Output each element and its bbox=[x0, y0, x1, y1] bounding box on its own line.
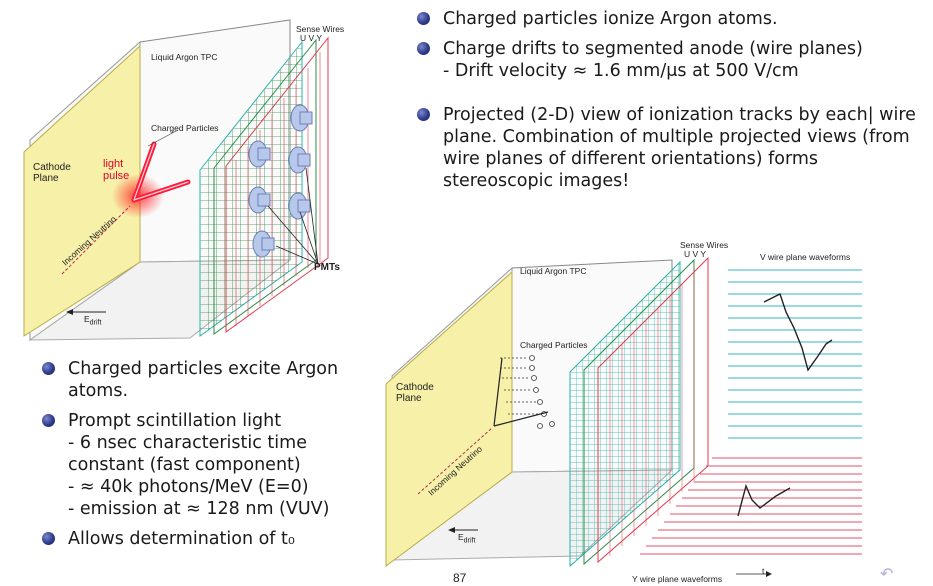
right-edrift-label: Edrift bbox=[458, 532, 475, 545]
right-y-waveforms-label: Y wire plane waveforms bbox=[632, 574, 722, 584]
page-number: 87 bbox=[453, 571, 466, 585]
back-arrow-icon[interactable]: ↶ bbox=[880, 564, 893, 583]
bullet-dot-icon bbox=[417, 108, 430, 121]
bullet-dot-icon bbox=[417, 12, 430, 25]
bullet-excite: Charged particles excite Argon atoms. bbox=[40, 358, 380, 402]
bullet-charge-drift: Charge drifts to segmented anode (wire p… bbox=[415, 38, 925, 82]
left-edrift-label: Edrift bbox=[84, 314, 101, 327]
photons-text: - ≈ 40k photons/MeV (E=0) bbox=[68, 476, 380, 498]
left-tpc-label: Liquid Argon TPC bbox=[151, 52, 217, 62]
bullet-dot-icon bbox=[42, 362, 55, 375]
left-pmts-label: PMTs bbox=[314, 262, 340, 273]
bullet-dot-icon bbox=[42, 414, 55, 427]
left-charged-particles-label: Charged Particles bbox=[151, 123, 219, 133]
bullet-scintillation: Prompt scintillation light - 6 nsec char… bbox=[40, 410, 380, 520]
right-uvy-label: U V Y bbox=[684, 249, 706, 259]
right-v-track bbox=[764, 294, 832, 370]
bullet-projected-view: Projected (2-D) view of ionization track… bbox=[415, 104, 925, 192]
right-charged-particles-label: Charged Particles bbox=[520, 340, 588, 350]
bullet-t0: Allows determination of t₀ bbox=[40, 528, 380, 550]
top-bullet-list: Charged particles ionize Argon atoms. Ch… bbox=[415, 8, 925, 200]
left-uvy-label: U V Y bbox=[300, 33, 322, 43]
right-cathode-label: Cathode Plane bbox=[396, 382, 446, 404]
bottom-bullet-list: Charged particles excite Argon atoms. Pr… bbox=[40, 358, 380, 558]
bullet-dot-icon bbox=[417, 42, 430, 55]
right-tpc-label: Liquid Argon TPC bbox=[520, 266, 586, 276]
time-constant-text: - 6 nsec characteristic time constant (f… bbox=[68, 432, 380, 476]
bullet-dot-icon bbox=[42, 532, 55, 545]
bullet-ionize: Charged particles ionize Argon atoms. bbox=[415, 8, 925, 30]
right-t-axis-label: t bbox=[762, 566, 764, 576]
right-tpc-diagram bbox=[386, 258, 862, 577]
left-cathode-label: Cathode Plane bbox=[33, 162, 83, 184]
right-v-waveforms bbox=[728, 270, 862, 438]
right-y-track bbox=[738, 486, 790, 516]
drift-velocity-text: - Drift velocity ≈ 1.6 mm/μs at 500 V/cm bbox=[443, 60, 925, 82]
right-v-waveforms-label: V wire plane waveforms bbox=[760, 252, 850, 262]
left-light-pulse-label: light pulse bbox=[103, 158, 139, 182]
emission-text: - emission at ≈ 128 nm (VUV) bbox=[68, 498, 380, 520]
